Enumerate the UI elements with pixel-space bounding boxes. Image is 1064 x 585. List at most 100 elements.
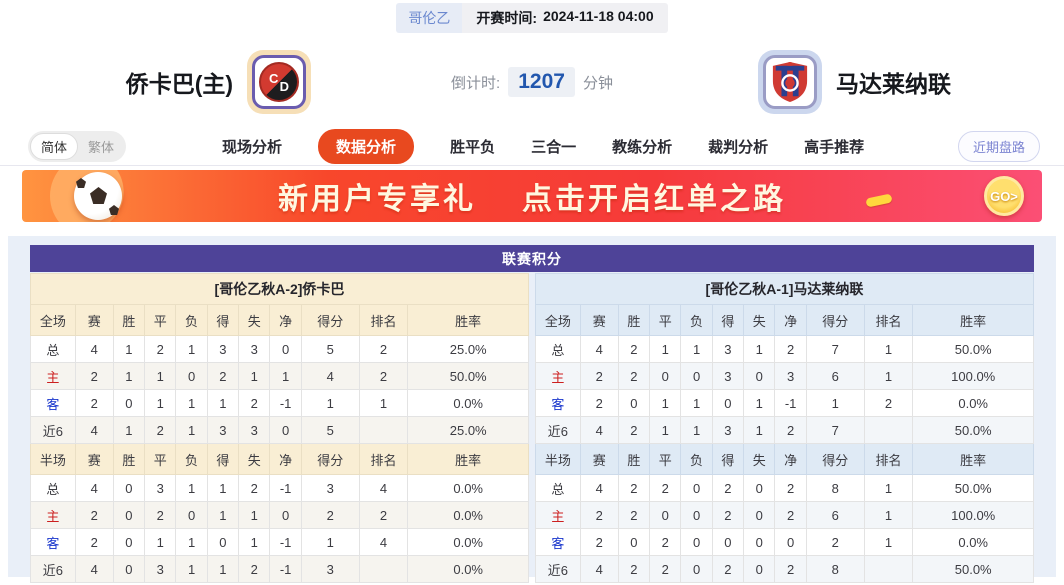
recent-trends-button[interactable]: 近期盘路 <box>957 131 1040 162</box>
table-cell: -1 <box>774 389 807 417</box>
column-header: 排名 <box>863 443 914 475</box>
table-cell: 2 <box>617 335 651 363</box>
table-cell: 1 <box>175 335 208 363</box>
table-cell: 4 <box>358 474 409 502</box>
table-cell: 2 <box>579 389 619 417</box>
table-cell: 1 <box>144 362 177 390</box>
table-cell: 8 <box>805 474 865 502</box>
table-cell: 1 <box>300 528 360 556</box>
kickoff-label: 开赛时间: <box>476 10 538 26</box>
table-cell: 1 <box>743 416 776 444</box>
banner-ribbon-decoration <box>865 193 893 208</box>
table-cell: 2 <box>579 528 619 556</box>
table-cell: 1 <box>649 335 682 363</box>
table-cell: 0 <box>112 528 146 556</box>
row-label: 近6 <box>535 416 581 444</box>
table-cell: 25.0% <box>407 416 529 444</box>
table-cell: 100.0% <box>912 362 1034 390</box>
column-header: 赛 <box>579 304 619 336</box>
table-cell: 3 <box>238 335 271 363</box>
table-cell: 2 <box>649 555 682 583</box>
table-cell: 2 <box>617 416 651 444</box>
away-team-logo[interactable] <box>757 50 822 114</box>
table-cell: 25.0% <box>407 335 529 363</box>
table-row: 客 2 0 1 1 1 2 -1 1 1 0.0% <box>30 389 529 417</box>
table-cell: 0 <box>269 501 302 529</box>
crest-letter: C <box>269 71 279 86</box>
column-header: 失 <box>238 443 271 475</box>
table-cell: 8 <box>805 555 865 583</box>
row-label: 客 <box>30 389 76 417</box>
nav-links: 现场分析 数据分析 胜平负 三合一 教练分析 裁判分析 高手推荐 <box>222 129 864 164</box>
row-label: 近6 <box>535 555 581 583</box>
table-cell: 0 <box>680 528 713 556</box>
table-cell: 0 <box>680 474 713 502</box>
table-cell: 1 <box>863 528 914 556</box>
table-cell <box>863 555 914 583</box>
countdown-label: 倒计时: <box>451 74 501 92</box>
table-cell: 0 <box>743 474 776 502</box>
table-cell: 3 <box>300 555 360 583</box>
table-cell: 1 <box>805 389 865 417</box>
table-cell: 1 <box>175 389 208 417</box>
tab-win-draw-lose[interactable]: 胜平负 <box>450 139 496 156</box>
row-label: 主 <box>30 501 76 529</box>
table-cell: 2 <box>774 335 807 363</box>
go-coin-button[interactable]: GO> <box>984 176 1024 216</box>
home-team: 侨卡巴(主) C D <box>126 50 312 114</box>
table-cell: 0 <box>617 389 651 417</box>
lang-traditional-button[interactable]: 繁体 <box>88 140 115 155</box>
table-row: 总 4 2 1 1 3 1 2 7 1 50.0% <box>535 335 1034 363</box>
table-cell: 2 <box>74 501 114 529</box>
tab-data-analysis[interactable]: 数据分析 <box>318 129 415 164</box>
tab-live-analysis[interactable]: 现场分析 <box>222 139 283 156</box>
tab-coach-analysis[interactable]: 教练分析 <box>612 139 673 156</box>
tab-expert-picks[interactable]: 高手推荐 <box>804 139 865 156</box>
table-cell: 2 <box>238 389 271 417</box>
column-header: 得 <box>711 304 745 336</box>
column-header: 平 <box>144 304 177 336</box>
lang-simplified-button[interactable]: 简体 <box>30 133 79 160</box>
table-cell: 0 <box>743 501 776 529</box>
column-header-row: 半场赛胜平负得失净得分 排名 胜率 <box>30 443 529 475</box>
table-cell: 0 <box>175 501 208 529</box>
table-row: 总 4 1 2 1 3 3 0 5 2 25.0% <box>30 335 529 363</box>
table-cell: 6 <box>805 362 865 390</box>
table-row: 主 2 2 0 0 3 0 3 6 1 100.0% <box>535 362 1034 390</box>
promo-banner[interactable]: 新用户专享礼 点击开启红单之路 GO> <box>22 170 1042 222</box>
table-cell: 3 <box>774 362 807 390</box>
table-cell: 4 <box>579 416 619 444</box>
table-cell: 2 <box>74 528 114 556</box>
table-cell: 0 <box>112 555 146 583</box>
table-row: 近6 4 0 3 1 1 2 -1 3 0.0% <box>30 555 529 583</box>
home-logo-frame: C D <box>252 55 307 109</box>
table-cell: 1 <box>300 389 360 417</box>
table-cell: 3 <box>238 416 271 444</box>
table-cell: -1 <box>269 474 302 502</box>
tab-three-in-one[interactable]: 三合一 <box>531 139 577 156</box>
column-header: 得 <box>206 304 240 336</box>
league-badge[interactable]: 哥伦乙 <box>396 3 463 33</box>
table-cell: 50.0% <box>912 416 1034 444</box>
tab-referee-analysis[interactable]: 裁判分析 <box>708 139 769 156</box>
home-team-logo[interactable]: C D <box>247 50 312 114</box>
table-row: 近6 4 1 2 1 3 3 0 5 25.0% <box>30 416 529 444</box>
table-cell: 0 <box>743 528 776 556</box>
table-cell: -1 <box>269 389 302 417</box>
row-label: 客 <box>535 528 581 556</box>
table-cell: 2 <box>358 335 409 363</box>
table-cell: 1 <box>112 416 146 444</box>
table-row: 客 2 0 1 1 0 1 -1 1 2 0.0% <box>535 389 1034 417</box>
column-header: 负 <box>680 443 713 475</box>
table-cell: 1 <box>863 474 914 502</box>
table-cell: 4 <box>74 474 114 502</box>
table-cell: 1 <box>144 528 177 556</box>
table-cell: 1 <box>175 474 208 502</box>
column-header: 胜率 <box>912 443 1034 475</box>
table-cell: 100.0% <box>912 501 1034 529</box>
column-header: 负 <box>680 304 713 336</box>
table-cell: 2 <box>711 555 745 583</box>
table-cell: 0 <box>175 362 208 390</box>
table-cell: 1 <box>206 555 240 583</box>
table-cell: 1 <box>863 501 914 529</box>
